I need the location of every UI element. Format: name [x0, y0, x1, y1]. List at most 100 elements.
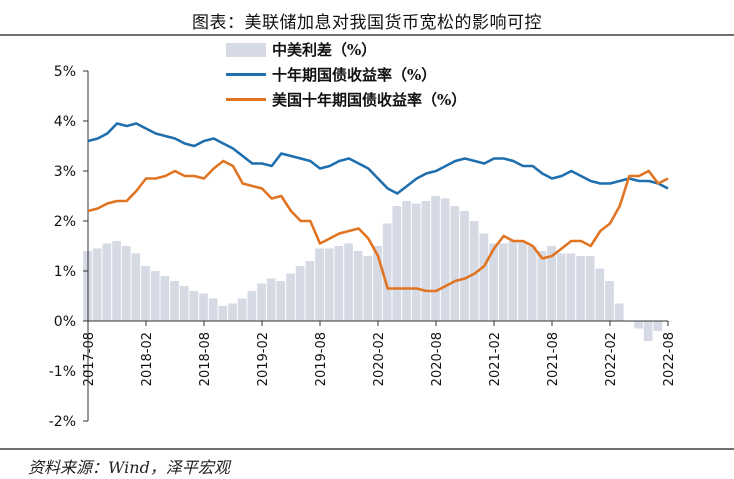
spread-bar	[411, 203, 421, 321]
legend-item-spread: 中美利差（%）	[226, 37, 466, 62]
chart: 5% 4% 3% 2% 1% 0% -1% -2% 2017-08 2018-02 2018-08 2…	[49, 64, 677, 430]
x-tick-label: 2018-02	[140, 332, 155, 386]
chart-title: 图表：美联储加息对我国货币宽松的影响可控	[192, 13, 542, 33]
x-tick-label: 2020-02	[372, 332, 387, 386]
spread-bar	[266, 278, 276, 321]
y-tick-label: -1%	[49, 364, 76, 380]
y-tick-label: 1%	[54, 264, 76, 280]
title-rule	[0, 34, 734, 36]
line-layer	[87, 122, 669, 293]
spread-bar	[450, 206, 460, 321]
cn10y-line	[87, 122, 669, 195]
spread-bar	[92, 248, 102, 321]
spread-bar	[112, 241, 121, 321]
title-bar: 图表：美联储加息对我国货币宽松的影响可控	[0, 0, 734, 36]
spread-bar	[576, 256, 585, 321]
legend-label-spread: 中美利差（%）	[272, 41, 377, 59]
spread-bar	[305, 261, 315, 321]
spread-bar	[247, 291, 257, 321]
spread-bar	[315, 248, 324, 321]
spread-bar	[469, 221, 479, 321]
spread-bar	[228, 303, 237, 321]
x-tick-label: 2022-02	[604, 332, 619, 386]
y-tick-label: 0%	[54, 314, 76, 330]
y-tick-label: 3%	[54, 164, 76, 180]
spread-bar	[131, 253, 141, 321]
x-tick-label: 2022-08	[662, 332, 677, 386]
legend-swatch-cn10y	[226, 73, 266, 76]
source-bar: 资料来源：Wind，泽平宏观	[0, 448, 734, 479]
spread-bar	[431, 196, 440, 321]
spread-bar	[121, 246, 131, 321]
spread-bar	[566, 253, 576, 321]
spread-bar	[382, 223, 392, 321]
spread-bar	[634, 321, 643, 329]
spread-bar	[344, 243, 353, 321]
spread-bar	[595, 268, 605, 321]
spread-bar	[334, 246, 344, 321]
tick-label-layer: 5% 4% 3% 2% 1% 0% -1% -2% 2017-08 2018-02 2018-08 2…	[49, 64, 677, 430]
spread-bar	[170, 281, 179, 321]
x-tick-label: 2021-02	[488, 332, 503, 386]
spread-bar	[373, 246, 382, 321]
spread-bar	[218, 306, 228, 321]
spread-bar	[208, 298, 218, 321]
axis-layer	[83, 70, 669, 422]
spread-bar	[286, 273, 295, 321]
spread-bar	[421, 201, 431, 321]
spread-bar	[653, 321, 663, 331]
us10y-line	[87, 159, 669, 293]
spread-bar	[257, 283, 266, 321]
legend-label-cn10y: 十年期国债收益率（%）	[272, 66, 437, 84]
spread-bar	[460, 211, 469, 321]
x-tick-label: 2017-08	[82, 332, 97, 386]
legend-item-us10y: 美国十年期国债收益率（%）	[226, 87, 466, 112]
spread-bar	[479, 233, 489, 321]
spread-bar	[363, 256, 373, 321]
y-tick-label: 5%	[54, 64, 76, 80]
spread-bar	[508, 241, 518, 321]
x-tick-label: 2021-08	[546, 332, 561, 386]
x-tick-label: 2019-08	[314, 332, 329, 386]
spread-bar	[440, 198, 450, 321]
spread-bar	[353, 251, 363, 321]
spread-bar	[150, 271, 160, 321]
spread-bar	[199, 293, 208, 321]
spread-bar	[605, 281, 614, 321]
x-tick-label: 2018-08	[198, 332, 213, 386]
spread-bar	[614, 303, 624, 321]
spread-bar	[556, 253, 566, 321]
spread-bar	[402, 201, 411, 321]
spread-bar	[518, 241, 527, 321]
x-tick-label: 2020-08	[430, 332, 445, 386]
spread-bar	[537, 251, 547, 321]
spread-bar	[489, 243, 498, 321]
legend-swatch-spread	[226, 42, 266, 57]
spread-bar	[237, 298, 247, 321]
spread-bar	[295, 266, 305, 321]
legend: 中美利差（%） 十年期国债收益率（%） 美国十年期国债收益率（%）	[226, 37, 466, 112]
spread-bar	[276, 281, 286, 321]
y-tick-label: 2%	[54, 214, 76, 230]
spread-bar	[585, 256, 595, 321]
spread-bar	[160, 276, 170, 321]
legend-swatch-us10y	[226, 98, 266, 101]
legend-label-us10y: 美国十年期国债收益率（%）	[272, 91, 467, 109]
spread-bar	[179, 286, 189, 321]
spread-bar	[392, 206, 402, 321]
x-tick-label: 2019-02	[256, 332, 271, 386]
spread-bar	[141, 266, 150, 321]
y-tick-label: -2%	[49, 414, 76, 430]
spread-bar	[643, 321, 653, 341]
source-note: 资料来源：Wind，泽平宏观	[28, 458, 230, 477]
spread-area-layer	[83, 196, 672, 341]
legend-item-cn10y: 十年期国债收益率（%）	[226, 62, 466, 87]
spread-bar	[498, 243, 508, 321]
source-rule	[0, 448, 734, 450]
spread-bar	[547, 246, 556, 321]
spread-bar	[527, 246, 537, 321]
spread-bar	[102, 243, 112, 321]
spread-bar	[324, 248, 334, 321]
y-tick-label: 4%	[54, 114, 76, 130]
spread-bar	[189, 291, 199, 321]
